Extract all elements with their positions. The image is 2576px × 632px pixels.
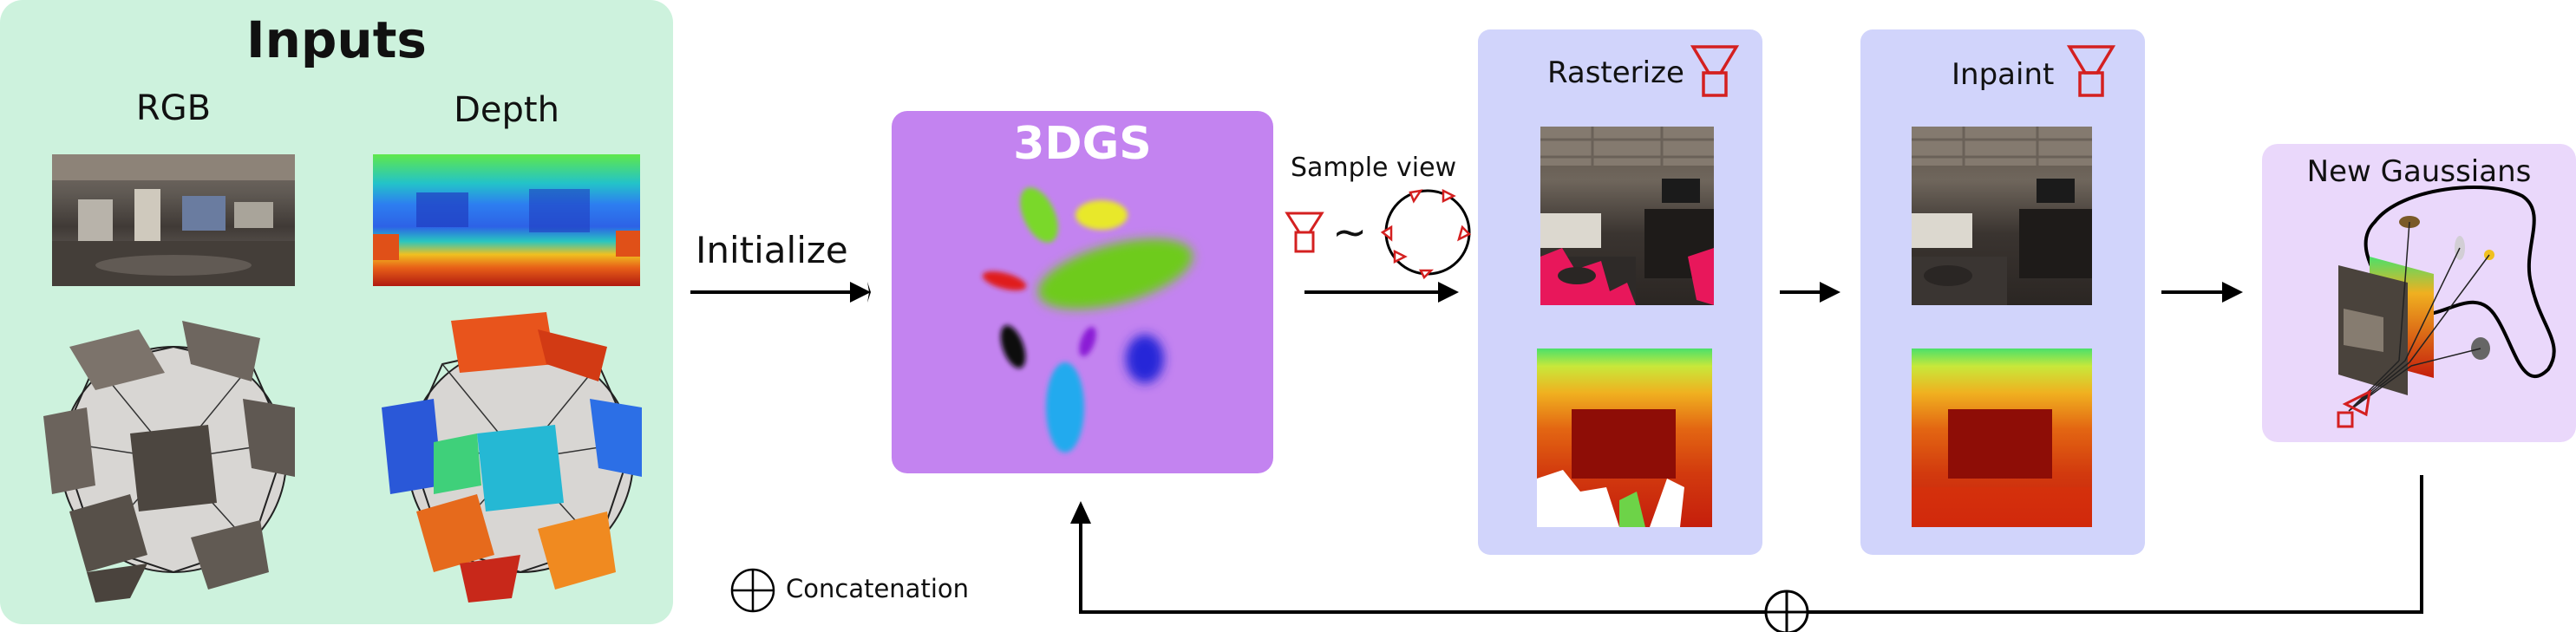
3dgs-title: 3DGS (1013, 118, 1152, 170)
inpainted-rgb-image (1912, 127, 2092, 305)
concat-legend-icon (730, 568, 775, 613)
sample-camera-icon (1285, 212, 1324, 253)
tilde-symbol: ~ (1332, 208, 1368, 257)
depth-panorama-image (373, 154, 640, 286)
inpainted-depth-detail (1912, 409, 2092, 527)
inpainted-depth-image (1912, 349, 2092, 527)
rasterize-label: Rasterize (1547, 55, 1684, 90)
rasterized-rgb-detail (1540, 127, 1714, 305)
inpaint-to-new-arrowhead (2222, 282, 2243, 303)
rasterized-depth-detail (1537, 409, 1684, 527)
gaussians-blobs (982, 187, 1193, 453)
rasterize-to-inpaint-arrowhead (1820, 282, 1840, 303)
rgb-panorama-detail (52, 154, 295, 286)
inpaint-camera-icon (2066, 45, 2116, 97)
sample-view-arrowhead (1438, 282, 1459, 303)
sample-view-label: Sample view (1291, 153, 1457, 183)
concatenation-label: Concatenation (786, 574, 970, 603)
rasterize-camera-icon (1690, 45, 1740, 97)
rasterized-depth-image (1537, 349, 1712, 527)
feedback-loop-line (1079, 475, 2423, 614)
initialize-arrowhead (850, 282, 871, 303)
rgb-sphere-image (43, 321, 295, 603)
initialize-label: Initialize (696, 229, 848, 271)
depth-panorama-detail (373, 189, 640, 260)
feedback-arrowhead (1070, 501, 1091, 524)
inpaint-label: Inpaint (1952, 57, 2055, 92)
inputs-title: Inputs (246, 10, 427, 69)
rasterized-rgb-image (1540, 127, 1714, 305)
rgb-panorama-image (52, 154, 295, 286)
depth-sphere-image (382, 312, 642, 603)
inpainted-rgb-detail (1912, 127, 2092, 305)
depth-label: Depth (454, 90, 559, 130)
view-circle-icon (1380, 188, 1472, 280)
rgb-label: RGB (135, 88, 212, 128)
new-gaussians-illustration (2337, 186, 2556, 428)
3dgs-box (892, 111, 1273, 473)
new-gaussians-label: New Gaussians (2306, 154, 2532, 189)
